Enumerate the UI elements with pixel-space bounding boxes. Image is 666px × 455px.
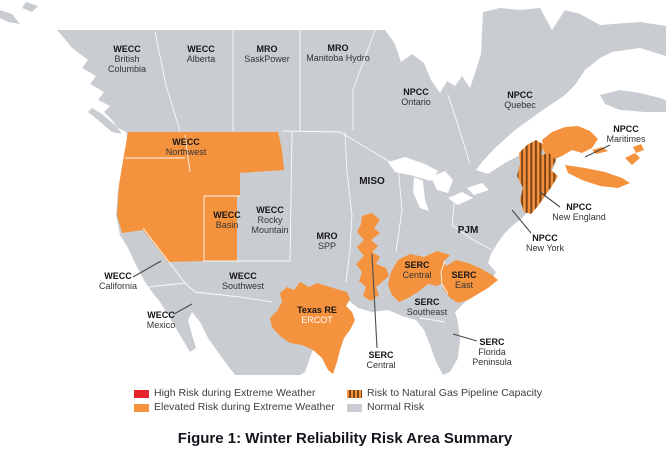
region-boundaries — [125, 29, 493, 323]
region-texas-re-ercot — [270, 282, 355, 374]
region-npcc-new-england — [517, 140, 558, 214]
gas-pipeline-risk-swatch — [347, 389, 362, 398]
legend-label: Risk to Natural Gas Pipeline Capacity — [367, 387, 543, 399]
legend-label: Elevated Risk during Extreme Weather — [154, 401, 335, 413]
legend-item-elevated-risk: Elevated Risk during Extreme Weather — [134, 402, 335, 413]
legend-column-left: High Risk during Extreme Weather Elevate… — [134, 388, 335, 413]
leader-npcc-new-england — [539, 191, 561, 208]
leader-npcc-maritimes — [584, 144, 611, 158]
figure-caption: Figure 1: Winter Reliability Risk Area S… — [177, 430, 513, 447]
elevated-risk-swatch — [134, 403, 149, 412]
leader-lines — [132, 144, 611, 349]
elevated-risk-regions — [117, 126, 644, 374]
region-wecc-northwest — [117, 132, 284, 262]
legend-item-high-risk: High Risk during Extreme Weather — [134, 388, 335, 399]
landmass-normal-risk — [0, 2, 666, 375]
leader-npcc-new-york — [511, 209, 532, 234]
leader-wecc-mexico — [173, 303, 193, 315]
legend-item-normal-risk: Normal Risk — [347, 402, 542, 413]
legend-column-right: Risk to Natural Gas Pipeline Capacity No… — [347, 388, 542, 413]
north-america-risk-map — [0, 2, 666, 375]
region-serc-east — [440, 260, 498, 303]
leader-serc-florida — [452, 333, 478, 342]
legend-item-gas-pipeline-risk: Risk to Natural Gas Pipeline Capacity — [347, 388, 542, 399]
high-risk-swatch — [134, 389, 149, 398]
region-wecc-basin — [204, 196, 237, 261]
leader-wecc-california — [132, 260, 162, 278]
legend-label: High Risk during Extreme Weather — [154, 387, 316, 399]
region-serc-central — [388, 251, 450, 302]
leader-serc-central — [371, 253, 378, 349]
legend-label: Normal Risk — [367, 401, 425, 413]
normal-risk-swatch — [347, 403, 362, 412]
region-npcc-maritimes-ns — [565, 165, 630, 188]
region-npcc-maritimes-nb — [542, 126, 598, 160]
